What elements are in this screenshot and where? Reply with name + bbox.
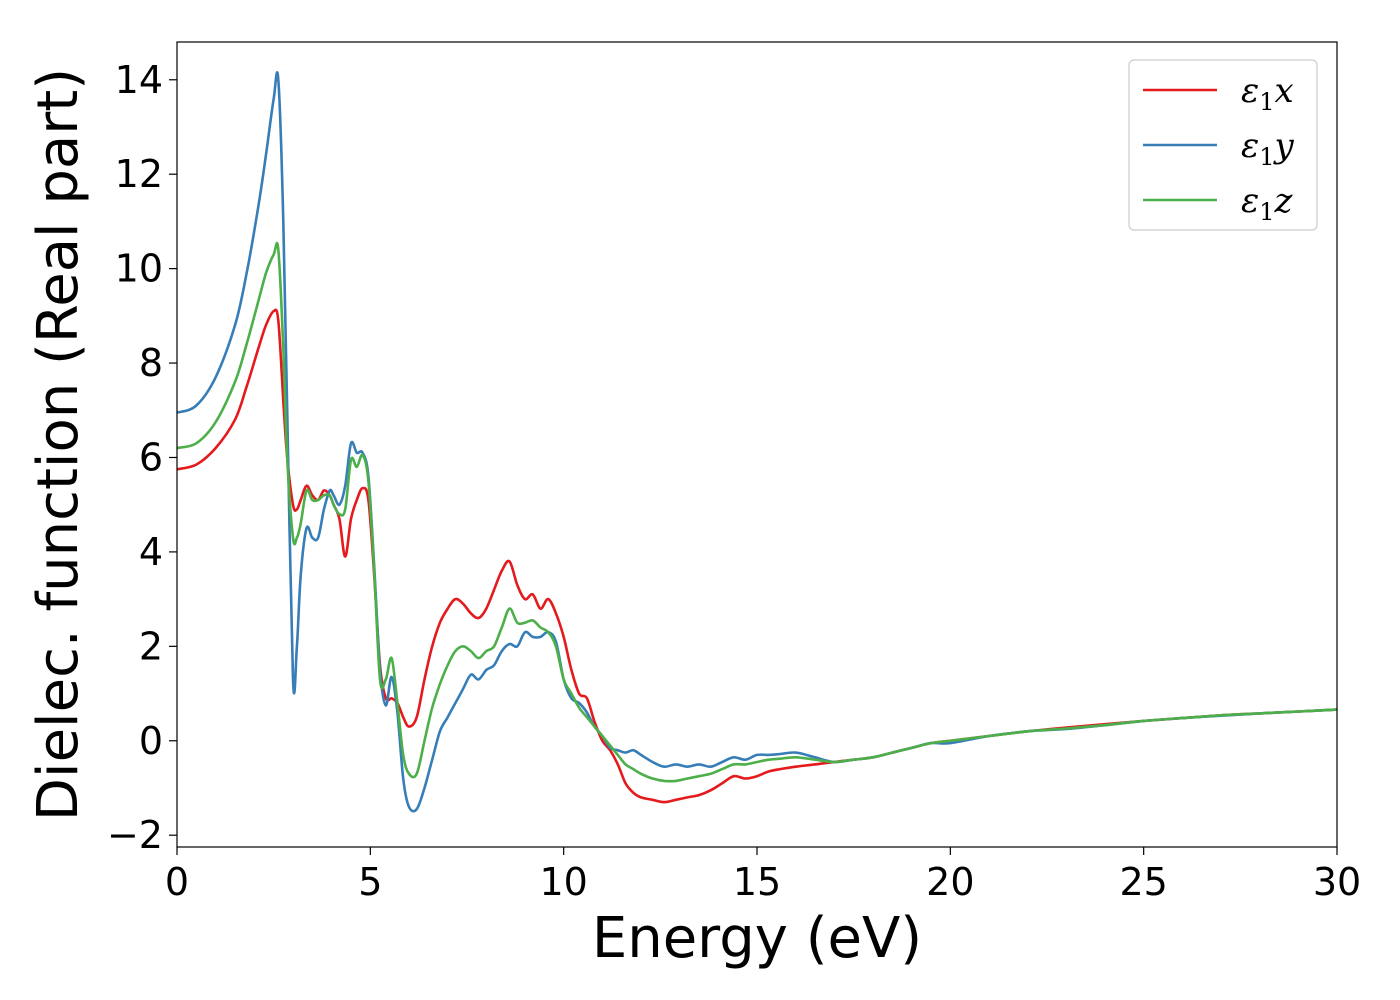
series-layer	[177, 71, 1337, 813]
x-tick-label: 15	[733, 860, 781, 904]
legend: ε1x ε1y ε1z	[1128, 59, 1318, 231]
y-tick-label: 6	[139, 435, 163, 479]
x-tick-label: 5	[358, 860, 382, 904]
y-tick-label: 8	[139, 341, 163, 385]
y-tick-label: 4	[139, 530, 163, 574]
legend-label-z: ε1z	[1241, 181, 1294, 226]
y-axis-title: Dielec. function (Real part)	[26, 68, 91, 821]
series-line-x	[177, 308, 1337, 804]
legend-label-x: ε1x	[1241, 71, 1294, 116]
y-tick-label: 0	[139, 719, 163, 763]
y-tick-label: 2	[139, 624, 163, 668]
x-tick-label: 30	[1313, 860, 1361, 904]
y-axis: −2 0 2 4 6 8 10 12 14	[107, 58, 177, 857]
y-tick-label: −2	[107, 813, 163, 857]
y-tick-label: 14	[115, 58, 163, 102]
x-axis-title: Energy (eV)	[592, 906, 922, 971]
series-line-z	[177, 241, 1337, 783]
x-tick-label: 20	[926, 860, 974, 904]
legend-label-y: ε1y	[1241, 126, 1295, 171]
legend-box	[1128, 59, 1318, 231]
y-tick-label: 10	[115, 247, 163, 291]
x-tick-label: 25	[1119, 860, 1167, 904]
x-axis: 0 5 10 15 20 25 30	[165, 847, 1361, 904]
y-tick-label: 12	[115, 152, 163, 196]
x-tick-label: 0	[165, 860, 189, 904]
x-tick-label: 10	[539, 860, 587, 904]
